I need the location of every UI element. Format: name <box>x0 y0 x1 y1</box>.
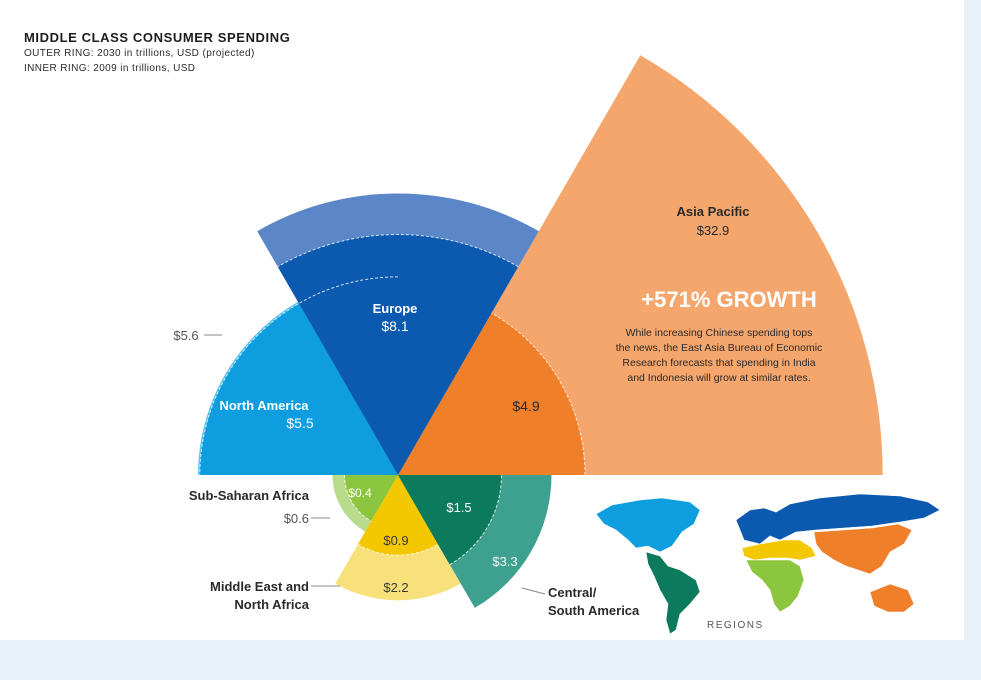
sub-saharan-africa-2009-wedge <box>344 475 398 522</box>
inner-ring-subtitle: INNER RING: 2009 in trillions, USD <box>24 63 196 74</box>
sub-saharan-africa-2030-value: $0.6 <box>284 511 309 526</box>
north-america-ring-divider <box>199 276 399 476</box>
growth-headline: +571% GROWTH <box>641 287 816 312</box>
middle-east-north-africa-label-line-2: North Africa <box>234 597 309 612</box>
asia-pacific-region-label: Asia Pacific <box>677 204 750 219</box>
growth-text-line: Research forecasts that spending in Indi… <box>622 357 815 369</box>
europe-map-region <box>735 493 941 545</box>
central-south-america-label-line-1: Central/ <box>548 585 597 600</box>
middle-east-north-africa-2009-wedge <box>357 475 439 556</box>
asia-pacific-ring-divider <box>491 312 586 476</box>
outer-ring-subtitle: OUTER RING: 2030 in trillions, USD (proj… <box>24 48 255 59</box>
sub-saharan-africa-2009-value: $0.4 <box>348 486 372 500</box>
chart-title: MIDDLE CLASS CONSUMER SPENDING <box>24 30 291 45</box>
asia-pacific-2009-value: $4.9 <box>512 398 539 414</box>
middle-east-north-africa-2009-value: $0.9 <box>383 533 408 548</box>
europe-2009-wedge <box>277 234 519 475</box>
europe-ring-divider <box>277 234 519 268</box>
north-america-2009-value: $5.5 <box>286 415 313 431</box>
middle-east-north-africa-ring-divider <box>357 543 439 556</box>
europe-2030-value: $11.1 <box>381 174 415 190</box>
central-south-america-map-region <box>645 551 701 635</box>
sub-saharan-africa-ring-divider <box>344 474 372 522</box>
asia-pacific-2030-value: $32.9 <box>697 223 730 238</box>
europe-region-label: Europe <box>373 301 418 316</box>
middle-east-north-africa-label-line-1: Middle East and <box>210 579 309 594</box>
asia-pacific-map-region <box>813 523 913 575</box>
north-america-map-region <box>595 497 701 553</box>
regions-map <box>595 493 941 635</box>
north-america-region-label: North America <box>219 398 309 413</box>
north-america-2030-value: $5.6 <box>173 328 198 343</box>
sub-saharan-africa-map-region <box>745 559 805 613</box>
growth-text-line: While increasing Chinese spending tops <box>626 327 813 339</box>
sub-saharan-africa-region-label: Sub-Saharan Africa <box>189 488 310 503</box>
asia-pacific-map-region <box>869 583 915 613</box>
central-south-america-2030-value: $3.3 <box>492 554 517 569</box>
central-south-america-leader-line <box>521 587 546 595</box>
central-south-america-2009-value: $1.5 <box>446 500 471 515</box>
europe-2009-value: $8.1 <box>381 318 408 334</box>
central-south-america-2009-wedge <box>398 475 502 565</box>
central-south-america-label-line-2: South America <box>548 603 640 618</box>
asia-pacific-2009-wedge <box>398 313 585 475</box>
map-label: REGIONS <box>707 620 764 631</box>
middle-east-north-africa-map-region <box>741 539 817 561</box>
middle-east-north-africa-2030-value: $2.2 <box>383 580 408 595</box>
central-south-america-ring-divider <box>449 474 502 566</box>
growth-text-line: and Indonesia will grow at similar rates… <box>627 372 810 384</box>
growth-text-line: the news, the East Asia Bureau of Econom… <box>616 342 823 354</box>
